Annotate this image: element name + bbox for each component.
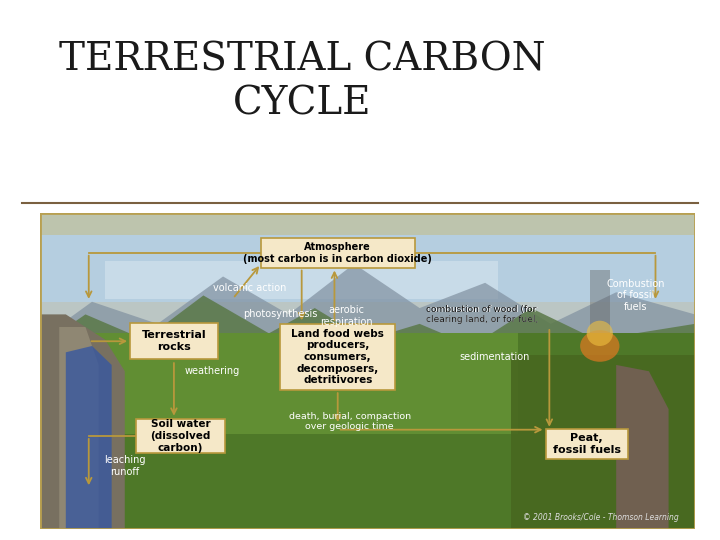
Ellipse shape xyxy=(587,321,613,346)
Text: aerobic
respiration: aerobic respiration xyxy=(320,305,372,327)
Polygon shape xyxy=(40,264,695,340)
Text: combustion of wood (for
clearing land, or for fuel,: combustion of wood (for clearing land, o… xyxy=(426,305,539,324)
Text: sedimentation: sedimentation xyxy=(459,352,529,362)
Text: leaching
runoff: leaching runoff xyxy=(104,455,145,477)
Bar xyxy=(40,333,695,529)
Bar xyxy=(130,323,218,360)
Bar xyxy=(261,238,415,268)
Text: volcanic action: volcanic action xyxy=(213,282,287,293)
Bar xyxy=(40,302,695,333)
Bar xyxy=(280,324,395,390)
Bar xyxy=(546,429,628,459)
Text: photosynthesis: photosynthesis xyxy=(243,309,318,319)
Bar xyxy=(590,270,610,333)
Text: weathering: weathering xyxy=(185,366,240,376)
Ellipse shape xyxy=(580,330,619,362)
Bar xyxy=(511,355,695,529)
Text: TERRESTRIAL CARBON: TERRESTRIAL CARBON xyxy=(59,42,546,79)
Polygon shape xyxy=(616,365,669,529)
Text: Land food webs
producers,
consumers,
decomposers,
detritivores: Land food webs producers, consumers, dec… xyxy=(292,329,384,385)
Text: Terrestrial
rocks: Terrestrial rocks xyxy=(142,330,206,352)
Polygon shape xyxy=(59,327,99,529)
Polygon shape xyxy=(40,314,125,529)
Bar xyxy=(40,213,695,333)
Bar xyxy=(136,420,225,453)
Text: combustion of wood (for
clearing land, or for fuel,: combustion of wood (for clearing land, o… xyxy=(426,305,539,324)
Text: Soil water
(dissolved
carbon): Soil water (dissolved carbon) xyxy=(150,420,211,453)
Text: © 2001 Brooks/Cole - Thomson Learning: © 2001 Brooks/Cole - Thomson Learning xyxy=(523,513,678,522)
Bar xyxy=(40,213,695,235)
Text: death, burial, compaction
over geologic time: death, burial, compaction over geologic … xyxy=(289,412,410,431)
Text: Atmosphere
(most carbon is in carbon dioxide): Atmosphere (most carbon is in carbon dio… xyxy=(243,242,432,264)
Polygon shape xyxy=(40,295,695,346)
Text: Combustion
of fossil
fuels: Combustion of fossil fuels xyxy=(606,279,665,312)
Text: Peat,
fossil fuels: Peat, fossil fuels xyxy=(553,433,621,455)
Bar xyxy=(92,333,518,434)
Bar xyxy=(105,261,498,299)
Text: CYCLE: CYCLE xyxy=(233,85,372,122)
Polygon shape xyxy=(66,346,112,529)
